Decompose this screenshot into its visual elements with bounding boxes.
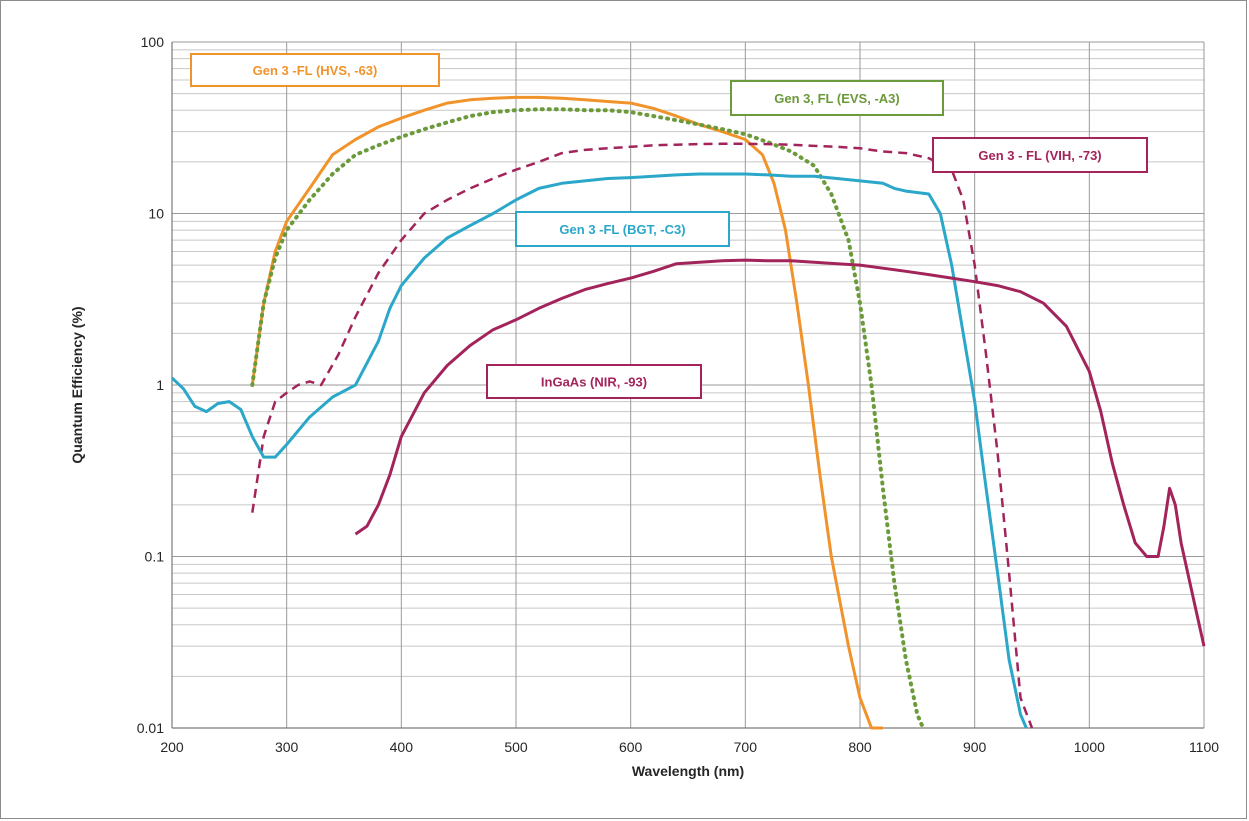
y-tick-label: 10 bbox=[148, 206, 164, 222]
series-line-gen-3-fl-evs-a3 bbox=[250, 107, 926, 730]
legend-box-border bbox=[190, 53, 440, 87]
x-tick-label: 1100 bbox=[1189, 739, 1219, 755]
legend-box-gen-3-fl-bgt-c3: Gen 3 -FL (BGT, -C3) bbox=[515, 211, 730, 247]
tick-labels: 200 300 400 500 600 700 800 900 1000 11000.010.11… bbox=[137, 34, 1220, 755]
y-axis-title: Quantum Efficiency (%) bbox=[69, 306, 85, 463]
legend-label: Gen 3, FL (EVS, -A3) bbox=[774, 91, 899, 106]
legend-box-border bbox=[730, 80, 944, 116]
legend-box-border bbox=[515, 211, 730, 247]
x-tick-label: 500 bbox=[504, 739, 528, 755]
series-line-gen-3-fl-hvs-63 bbox=[250, 95, 883, 730]
x-tick-label: 200 bbox=[160, 739, 184, 755]
legend-box-gen-3-fl-evs-a3: Gen 3, FL (EVS, -A3) bbox=[730, 80, 944, 116]
x-tick-label: 400 bbox=[390, 739, 414, 755]
series-line-gen-3-fl-bgt-c3 bbox=[170, 172, 1028, 729]
legend-boxes: Gen 3 -FL (HVS, -63) Gen 3, FL (EVS, -A3)… bbox=[190, 53, 1148, 399]
legend-label: Gen 3 - FL (VIH, -73) bbox=[978, 148, 1101, 163]
y-tick-label: 0.01 bbox=[137, 720, 164, 736]
x-tick-label: 700 bbox=[734, 739, 758, 755]
legend-box-ingaas-nir-93: InGaAs (NIR, -93) bbox=[486, 364, 702, 399]
legend-box-gen-3-fl-vih-73: Gen 3 - FL (VIH, -73) bbox=[932, 137, 1148, 173]
legend-label: Gen 3 -FL (HVS, -63) bbox=[253, 63, 378, 78]
y-tick-label: 0.1 bbox=[145, 549, 165, 565]
legend-box-border bbox=[932, 137, 1148, 173]
legend-label: InGaAs (NIR, -93) bbox=[541, 375, 647, 390]
legend-box-gen-3-fl-hvs-63: Gen 3 -FL (HVS, -63) bbox=[190, 53, 440, 87]
x-tick-label: 600 bbox=[619, 739, 643, 755]
legend-label: Gen 3 -FL (BGT, -C3) bbox=[559, 222, 685, 237]
x-tick-label: 900 bbox=[963, 739, 987, 755]
series-line-gen-3-fl-vih-73 bbox=[251, 142, 1034, 729]
x-axis-title: Wavelength (nm) bbox=[632, 763, 744, 779]
x-tick-label: 300 bbox=[275, 739, 299, 755]
y-tick-label: 100 bbox=[141, 34, 165, 50]
series-line-ingaas-nir-93 bbox=[354, 258, 1206, 647]
grid bbox=[171, 41, 1205, 729]
x-tick-label: 800 bbox=[848, 739, 872, 755]
x-tick-label: 1000 bbox=[1074, 739, 1105, 755]
series-lines bbox=[170, 95, 1206, 730]
y-tick-label: 1 bbox=[156, 377, 164, 393]
legend-box-border bbox=[486, 364, 702, 399]
